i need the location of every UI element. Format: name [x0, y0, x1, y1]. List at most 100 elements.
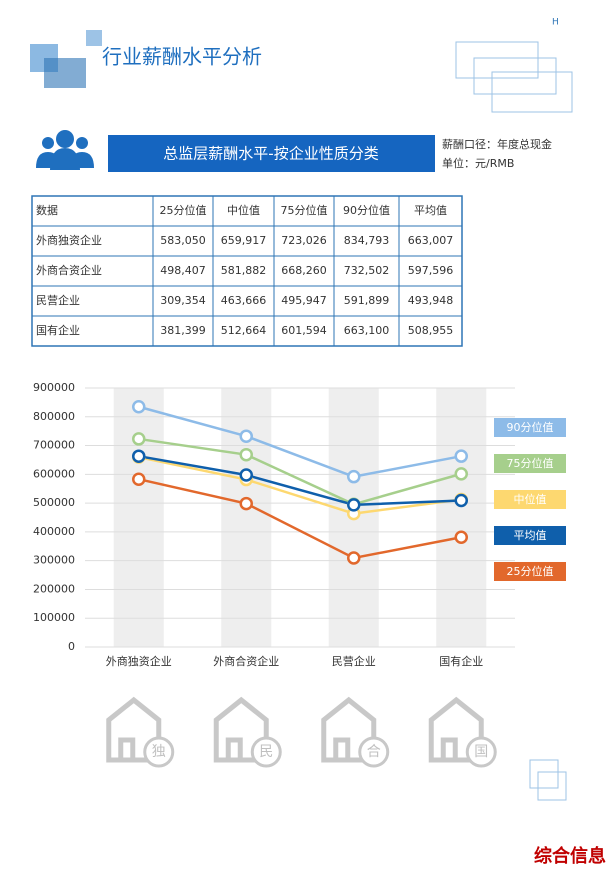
table-cell: 668,260	[281, 264, 327, 277]
point	[132, 449, 146, 463]
footer-label: 综合信息	[534, 845, 606, 867]
icon-badge	[358, 736, 390, 768]
y-tick-label: 600000	[33, 467, 75, 480]
y-tick-label: 200000	[33, 582, 75, 595]
series-line	[138, 454, 462, 507]
legend-swatch	[494, 562, 566, 581]
icon-badge	[143, 736, 175, 768]
y-tick-label: 500000	[33, 496, 75, 509]
category-band	[221, 388, 272, 647]
table-cell: 834,793	[344, 234, 390, 247]
legend-label: 中位值	[514, 492, 547, 506]
deco	[537, 771, 567, 801]
table-cell: 309,354	[160, 294, 206, 307]
building-icon: 独	[106, 696, 175, 768]
deco	[455, 41, 539, 79]
table-cell: 659,917	[221, 234, 267, 247]
y-tick-label: 300000	[33, 554, 75, 567]
point	[454, 530, 468, 544]
icon-label: 独	[152, 744, 166, 760]
table-cell: 463,666	[221, 294, 267, 307]
icon-label: 合	[367, 744, 381, 760]
table-cell: 597,596	[408, 264, 454, 277]
page-title: 行业薪酬水平分析	[102, 45, 262, 69]
icon-badge	[250, 736, 282, 768]
category-band	[113, 388, 164, 647]
legend-label: 25分位值	[507, 564, 554, 578]
table-cell: 外商合资企业	[36, 263, 102, 277]
x-tick-label: 民营企业	[332, 654, 376, 668]
x-tick-label: 国有企业	[439, 654, 483, 668]
table-cell: 493,948	[408, 294, 454, 307]
point	[347, 498, 361, 512]
table-header: 数据	[36, 203, 58, 217]
icon-badge	[465, 736, 497, 768]
table-cell: 国有企业	[36, 323, 80, 337]
series-line	[138, 477, 462, 560]
icon-label: 民	[259, 744, 273, 760]
table-border	[31, 195, 463, 347]
legend-swatch	[494, 526, 566, 545]
point	[347, 551, 361, 565]
table-cell: 732,502	[344, 264, 390, 277]
building-icon: 合	[321, 696, 390, 768]
y-tick-label: 900000	[33, 381, 75, 394]
table-cell: 495,947	[281, 294, 327, 307]
legend-label: 平均值	[514, 529, 547, 542]
point	[239, 468, 253, 482]
series-line	[138, 405, 462, 478]
point	[454, 493, 468, 508]
legend-swatch	[494, 490, 566, 509]
table-header: 75分位值	[281, 203, 328, 217]
legend-swatch	[494, 418, 566, 437]
section-title: 总监层薪酬水平-按企业性质分类	[163, 145, 378, 163]
table-cell: 601,594	[281, 324, 327, 337]
note: 薪酬口径：年度总现金	[442, 137, 552, 151]
table-cell: 583,050	[160, 234, 206, 247]
table-cell: 民营企业	[36, 293, 80, 307]
series-line	[138, 437, 462, 506]
table-header: 25分位值	[160, 203, 207, 217]
deco	[529, 759, 559, 789]
deco	[491, 71, 573, 113]
table-cell: 498,407	[160, 264, 206, 277]
people-icon	[36, 130, 94, 170]
note: 单位：元/RMB	[442, 156, 514, 170]
deco	[44, 58, 86, 88]
y-tick-label: 800000	[33, 410, 75, 423]
table-cell: 663,007	[408, 234, 454, 247]
x-tick-label: 外商独资企业	[106, 654, 172, 668]
table-header: 中位值	[227, 203, 260, 217]
table-cell: 381,399	[160, 324, 206, 337]
table-cell: 663,100	[344, 324, 390, 337]
y-tick-label: 700000	[33, 439, 75, 452]
point	[239, 447, 253, 462]
deco	[473, 57, 557, 95]
table-header: 90分位值	[343, 203, 390, 217]
x-tick-label: 外商合资企业	[213, 654, 279, 668]
legend-label: 75分位值	[507, 456, 554, 470]
table-cell: 508,955	[408, 324, 454, 337]
point	[132, 432, 146, 446]
icon-label: 国	[474, 744, 488, 760]
point	[454, 467, 468, 481]
page-mark: H	[552, 18, 559, 28]
legend-swatch	[494, 454, 566, 473]
table-cell: 723,026	[281, 234, 327, 247]
y-tick-label: 400000	[33, 525, 75, 538]
deco	[86, 30, 102, 46]
section-banner	[108, 135, 435, 172]
point	[347, 469, 361, 484]
point	[132, 472, 146, 486]
table-cell: 外商独资企业	[36, 233, 102, 247]
point	[132, 400, 146, 414]
legend-label: 90分位值	[507, 420, 554, 434]
building-icon: 国	[428, 696, 497, 768]
table-cell: 512,664	[221, 324, 267, 337]
building-icon: 民	[213, 696, 282, 768]
category-band	[436, 388, 487, 647]
y-tick-label: 0	[68, 640, 75, 653]
table-cell: 581,882	[221, 264, 267, 277]
